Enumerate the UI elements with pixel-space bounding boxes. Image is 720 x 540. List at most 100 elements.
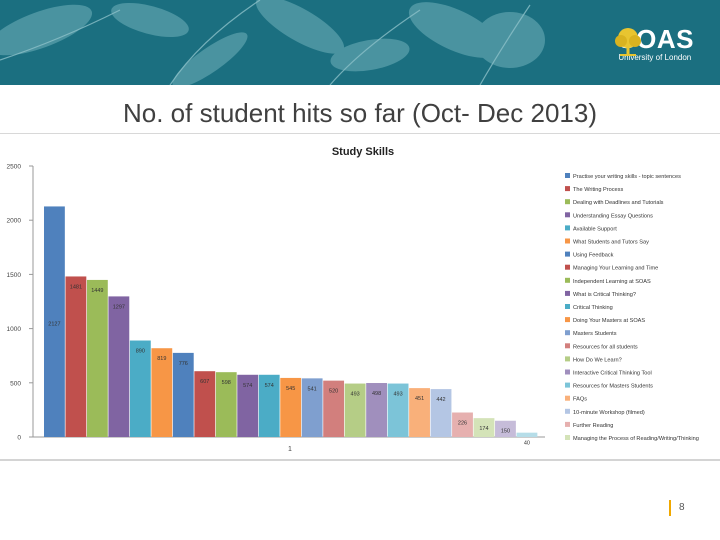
- legend-label: What is Critical Thinking?: [573, 292, 636, 298]
- bar: [495, 420, 516, 437]
- legend-label: Doing Your Masters at SOAS: [573, 318, 645, 324]
- bar: [516, 432, 538, 437]
- bar: [430, 389, 452, 437]
- legend-label: Masters Students: [573, 331, 617, 337]
- y-tick-label: 500: [10, 380, 21, 387]
- leaf-pattern: [0, 0, 545, 85]
- bar: [151, 348, 173, 437]
- legend-label: Further Reading: [573, 423, 613, 429]
- legend-swatch: [565, 225, 570, 231]
- bar: [323, 380, 345, 437]
- legend-swatch: [565, 290, 570, 296]
- data-label: 451: [415, 396, 424, 402]
- legend-label: Understanding Essay Questions: [573, 213, 653, 219]
- legend-swatch: [565, 173, 570, 178]
- legend-label: The Writing Process: [573, 187, 623, 193]
- legend-swatch: [565, 317, 570, 323]
- y-tick-label: 0: [17, 435, 21, 442]
- chart-container: Study Skills 0 500 1000 1500 2000 2500 2127 1481…: [0, 140, 720, 460]
- data-label: 442: [436, 397, 445, 403]
- y-tick-label: 1500: [7, 272, 22, 279]
- bar: [280, 377, 302, 437]
- legend-label: Practise your writing skills - topic sen…: [573, 174, 681, 180]
- bar: [473, 418, 495, 437]
- bar: [344, 383, 366, 437]
- bar: [409, 388, 430, 437]
- legend-label: Independent Learning at SOAS: [573, 279, 651, 285]
- bar: [366, 383, 388, 437]
- bar: [129, 340, 151, 437]
- legend-swatch: [565, 435, 570, 440]
- x-tick-label: 1: [288, 446, 292, 453]
- data-label: 226: [458, 421, 467, 427]
- bar: [172, 352, 194, 437]
- legend-swatch: [565, 330, 570, 336]
- bar: [86, 279, 108, 437]
- soas-logo: SOAS University of London: [612, 26, 694, 62]
- legend-label: 10-minute Workshop (filmed): [573, 410, 645, 416]
- legend-swatch: [565, 212, 570, 218]
- legend-swatch: [565, 186, 570, 192]
- y-tick-label: 2000: [7, 218, 22, 225]
- legend-label: How Do We Learn?: [573, 357, 622, 363]
- legend-swatch: [565, 369, 570, 375]
- legend-label: Resources for Masters Students: [573, 384, 653, 390]
- chart-title: Study Skills: [332, 146, 394, 158]
- bar: [237, 374, 259, 437]
- legend-swatch: [565, 264, 570, 270]
- header-banner: SOAS University of London: [0, 0, 720, 85]
- data-label: 607: [200, 379, 209, 385]
- legend-label: Dealing with Deadlines and Tutorials: [573, 200, 664, 206]
- data-label: 150: [501, 429, 510, 435]
- legend-swatch: [565, 251, 570, 257]
- data-label: 498: [372, 391, 381, 397]
- legend-swatch: [565, 277, 570, 283]
- bar: [301, 378, 323, 437]
- bar: [108, 296, 130, 437]
- legend-label: Available Support: [573, 226, 617, 232]
- data-label: 890: [136, 349, 145, 355]
- tree-icon: [615, 28, 642, 56]
- legend-label: FAQs: [573, 397, 587, 403]
- chart-bottom-rule: [0, 459, 720, 461]
- data-label: 545: [286, 386, 295, 392]
- legend-swatch: [565, 304, 570, 309]
- legend-swatch: [565, 395, 570, 401]
- data-label: 493: [351, 392, 360, 398]
- bar: [65, 276, 87, 437]
- legend-swatch: [565, 238, 570, 244]
- bar: [387, 383, 409, 437]
- data-label: 1449: [91, 288, 103, 294]
- title-divider: [0, 133, 720, 134]
- y-tick-label: 2500: [7, 164, 22, 171]
- data-label: 1297: [113, 304, 125, 310]
- data-label: 40: [524, 441, 530, 447]
- data-label: 776: [179, 361, 188, 367]
- y-tick-label: 1000: [7, 326, 22, 333]
- data-label: 2127: [48, 322, 60, 328]
- data-label: 598: [222, 380, 231, 386]
- legend-swatch: [565, 199, 570, 205]
- bar: [258, 374, 280, 437]
- legend-label: Managing Your Learning and Time: [573, 266, 658, 272]
- legend-label: What Students and Tutors Say: [573, 240, 649, 246]
- data-label: 174: [479, 426, 488, 432]
- data-label: 493: [393, 392, 402, 398]
- legend-label: Managing the Process of Reading/Writing/…: [573, 436, 699, 442]
- bar: [215, 372, 237, 437]
- page-number: 8: [679, 502, 685, 513]
- legend-swatch: [565, 356, 570, 362]
- legend-swatch: [565, 382, 570, 388]
- bar: [194, 371, 216, 437]
- bar-chart: Study Skills 0 500 1000 1500 2000 2500 2127 1481…: [7, 146, 699, 453]
- logo-subtitle: University of London: [618, 53, 692, 62]
- data-label: 520: [329, 389, 338, 395]
- legend-label: Interactive Critical Thinking Tool: [573, 371, 652, 377]
- legend-label: Critical Thinking: [573, 305, 613, 311]
- data-label: 574: [265, 383, 274, 389]
- legend-swatch: [565, 408, 570, 414]
- page-number-accent: [669, 500, 671, 516]
- legend-label: Using Feedback: [573, 253, 614, 259]
- legend-label: Resources for all students: [573, 344, 638, 350]
- data-label: 541: [308, 386, 317, 392]
